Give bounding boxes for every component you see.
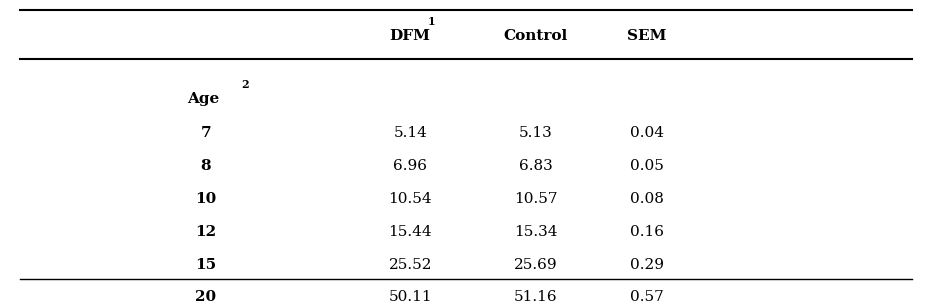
Text: 20: 20 [196,290,216,304]
Text: 10: 10 [195,192,216,206]
Text: 51.16: 51.16 [514,290,557,304]
Text: 10.57: 10.57 [514,192,557,206]
Text: 5.13: 5.13 [519,126,553,140]
Text: DFM: DFM [390,29,431,43]
Text: 0.05: 0.05 [630,159,665,173]
Text: 50.11: 50.11 [389,290,432,304]
Text: 7: 7 [200,126,212,140]
Text: 12: 12 [196,225,216,239]
Text: 0.04: 0.04 [630,126,665,140]
Text: Age: Age [187,92,219,105]
Text: 5.14: 5.14 [393,126,427,140]
Text: 15.44: 15.44 [389,225,432,239]
Text: 0.16: 0.16 [630,225,665,239]
Text: 6.83: 6.83 [519,159,553,173]
Text: 15.34: 15.34 [514,225,557,239]
Text: 0.08: 0.08 [630,192,665,206]
Text: 8: 8 [200,159,212,173]
Text: 0.57: 0.57 [630,290,665,304]
Text: Control: Control [503,29,568,43]
Text: SEM: SEM [627,29,667,43]
Text: 2: 2 [241,79,249,90]
Text: 25.52: 25.52 [389,257,432,271]
Text: 10.54: 10.54 [389,192,432,206]
Text: 1: 1 [428,16,435,27]
Text: 15: 15 [196,257,216,271]
Text: 0.29: 0.29 [630,257,665,271]
Text: 6.96: 6.96 [393,159,427,173]
Text: 25.69: 25.69 [514,257,557,271]
